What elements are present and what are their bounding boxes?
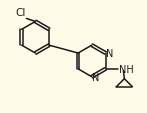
Text: N: N xyxy=(92,72,100,82)
Text: Cl: Cl xyxy=(15,8,25,18)
Text: NH: NH xyxy=(119,64,134,74)
Text: N: N xyxy=(106,49,113,59)
